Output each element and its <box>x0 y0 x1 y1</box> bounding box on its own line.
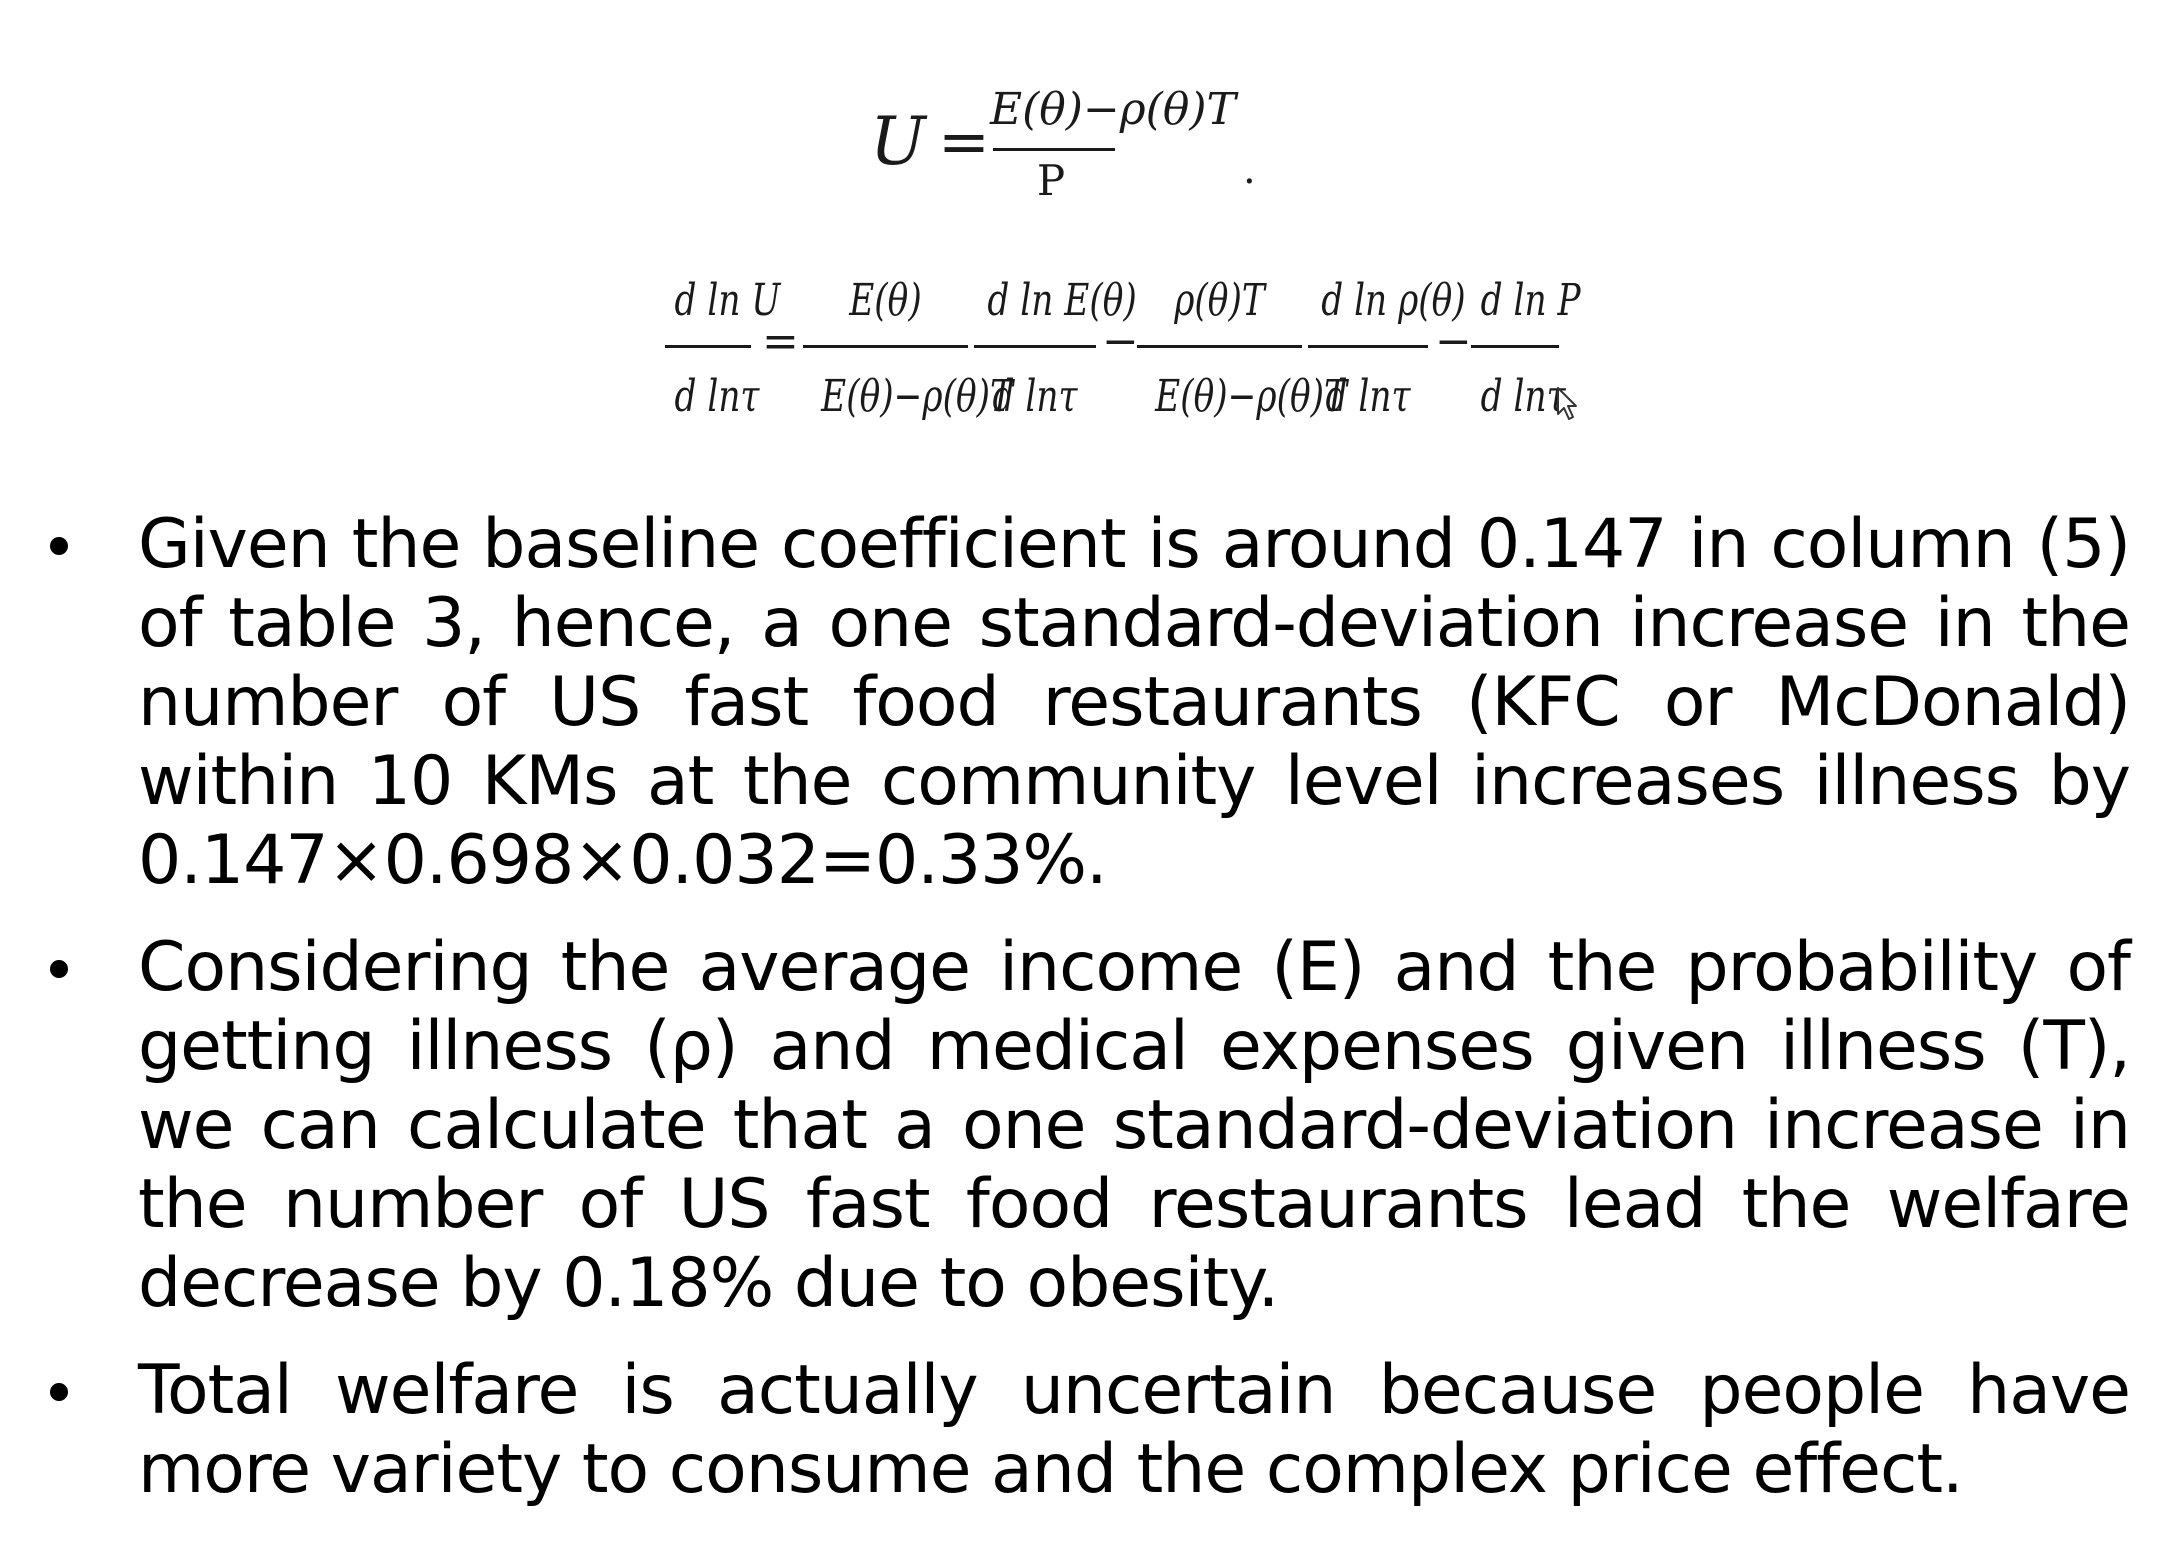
bullet-item-welfare-decrease: Considering the average income (E) and t… <box>0 928 2160 1323</box>
eq1-equals: = <box>938 105 990 178</box>
eq2-lhs-fraction: d ln U d lnτ <box>665 270 781 440</box>
eq2-term1-fraction: E(θ) E(θ)−ρ(θ)T <box>803 270 1013 440</box>
eq2-term5-denominator: d lnτ <box>1480 371 1566 422</box>
eq2-term4-bar <box>1308 345 1428 348</box>
eq2-term4-denominator: d lnτ <box>1325 371 1411 422</box>
bullet-dot-icon <box>50 537 68 555</box>
eq2-term1-denominator: E(θ)−ρ(θ)T <box>821 371 1013 422</box>
utility-equation: U = E(θ)−ρ(θ)T P . <box>870 72 1270 222</box>
bullet-item-coefficient: Given the baseline coefficient is around… <box>0 505 2160 900</box>
eq2-term1-numerator: E(θ) <box>849 275 922 326</box>
eq2-term1-bar <box>803 345 968 348</box>
eq1-period: . <box>1243 147 1256 193</box>
mouse-pointer-icon <box>1557 387 1577 420</box>
eq1-lhs: U <box>870 103 926 180</box>
eq2-lhs-numerator: d ln U <box>674 275 781 326</box>
eq1-fraction-bar <box>993 148 1115 151</box>
eq2-lhs-denominator: d lnτ <box>674 371 760 422</box>
log-derivative-equation: d ln U d lnτ = E(θ) E(θ)−ρ(θ)T d ln E(θ)… <box>665 270 1585 440</box>
eq2-term5-fraction: d ln P d lnτ <box>1471 270 1581 440</box>
bullet-dot-icon <box>50 1383 68 1401</box>
bullet-text: Considering the average income (E) and t… <box>138 928 2131 1323</box>
bullet-text: Total welfare is actually uncertain beca… <box>138 1351 2131 1509</box>
eq2-term3-denominator: E(θ)−ρ(θ)T <box>1155 371 1347 422</box>
eq2-term4-fraction: d ln ρ(θ) d lnτ <box>1308 270 1466 440</box>
eq1-numerator: E(θ)−ρ(θ)T <box>990 84 1236 135</box>
eq2-term2-fraction: d ln E(θ) d lnτ <box>974 270 1137 440</box>
eq2-minus-2: − <box>1435 316 1472 367</box>
bullet-dot-icon <box>50 960 68 978</box>
eq2-term5-numerator: d ln P <box>1480 275 1581 326</box>
eq2-term5-bar <box>1471 345 1559 348</box>
eq2-term3-numerator: ρ(θ)T <box>1174 275 1265 326</box>
eq2-term2-numerator: d ln E(θ) <box>987 275 1137 326</box>
eq2-term3-fraction: ρ(θ)T E(θ)−ρ(θ)T <box>1137 270 1347 440</box>
eq1-denominator: P <box>1036 156 1066 205</box>
eq2-term3-bar <box>1137 345 1302 348</box>
eq2-term4-numerator: d ln ρ(θ) <box>1321 275 1466 326</box>
eq2-lhs-bar <box>665 345 751 348</box>
eq2-term2-bar <box>974 345 1096 348</box>
eq2-equals: = <box>762 316 799 367</box>
eq2-minus-1: − <box>1102 316 1139 367</box>
bullet-text: Given the baseline coefficient is around… <box>138 505 2131 900</box>
bullet-item-total-welfare: Total welfare is actually uncertain beca… <box>0 1351 2160 1509</box>
bullet-list: Given the baseline coefficient is around… <box>0 505 2160 1537</box>
eq2-term2-denominator: d lnτ <box>992 371 1078 422</box>
